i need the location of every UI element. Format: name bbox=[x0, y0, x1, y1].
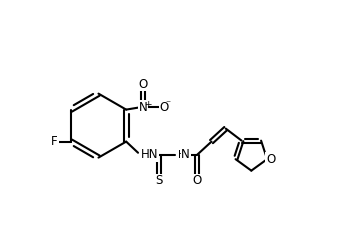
Text: O: O bbox=[193, 174, 202, 187]
Text: H: H bbox=[178, 150, 186, 160]
Text: O: O bbox=[266, 153, 275, 166]
Text: HN: HN bbox=[141, 148, 159, 161]
Text: O: O bbox=[138, 78, 147, 91]
Text: N: N bbox=[138, 101, 147, 114]
Text: ⁻: ⁻ bbox=[165, 99, 170, 109]
Text: S: S bbox=[156, 174, 163, 187]
Text: +: + bbox=[144, 100, 152, 109]
Text: O: O bbox=[159, 101, 169, 114]
Text: F: F bbox=[51, 135, 58, 148]
Text: N: N bbox=[181, 148, 190, 161]
